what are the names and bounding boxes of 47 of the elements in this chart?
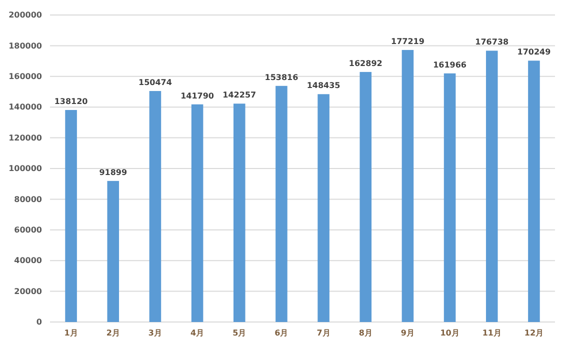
y-tick-label: 140000 bbox=[8, 102, 42, 112]
x-tick-label: 7月 bbox=[316, 328, 330, 338]
data-label: 150474 bbox=[138, 78, 172, 88]
data-label: 148435 bbox=[306, 81, 341, 90]
data-label: 142257 bbox=[222, 90, 256, 100]
x-tick-label: 11月 bbox=[482, 328, 502, 338]
bar bbox=[65, 110, 77, 322]
bar bbox=[402, 50, 414, 322]
y-tick-label: 60000 bbox=[14, 225, 42, 234]
x-tick-label: 8月 bbox=[358, 328, 372, 338]
bar bbox=[360, 72, 372, 322]
data-label: 177219 bbox=[391, 36, 425, 46]
data-label: 91899 bbox=[99, 168, 128, 177]
x-tick-label: 2月 bbox=[106, 328, 120, 338]
bar bbox=[528, 60, 540, 322]
data-label: 161966 bbox=[433, 60, 467, 70]
y-tick-label: 180000 bbox=[8, 41, 42, 50]
bar bbox=[444, 73, 456, 322]
x-tick-label: 9月 bbox=[400, 328, 414, 338]
x-tick-label: 6月 bbox=[274, 328, 288, 338]
bar bbox=[486, 50, 498, 322]
x-tick-label: 1月 bbox=[64, 328, 78, 338]
bar bbox=[149, 91, 162, 322]
bar bbox=[276, 86, 288, 322]
x-tick-label: 10月 bbox=[440, 328, 460, 338]
y-tick-label: 0 bbox=[36, 318, 42, 327]
y-tick-label: 200000 bbox=[8, 10, 42, 20]
data-label: 138120 bbox=[54, 96, 88, 106]
y-tick-label: 20000 bbox=[14, 286, 42, 296]
y-tick-label: 80000 bbox=[14, 194, 42, 204]
bar bbox=[107, 180, 120, 322]
x-tick-label: 4月 bbox=[190, 328, 204, 338]
y-tick-label: 160000 bbox=[8, 72, 42, 81]
x-tick-label: 12月 bbox=[524, 328, 544, 338]
x-tick-label: 5月 bbox=[232, 328, 246, 338]
data-label: 170249 bbox=[517, 48, 552, 57]
y-tick-label: 40000 bbox=[14, 256, 42, 266]
y-tick-label: 100000 bbox=[8, 164, 42, 174]
data-label: 162892 bbox=[348, 58, 382, 68]
data-label: 176738 bbox=[475, 38, 510, 47]
data-label: 153816 bbox=[264, 72, 299, 82]
y-tick-label: 120000 bbox=[8, 133, 42, 142]
bar bbox=[318, 94, 330, 322]
x-tick-label: 3月 bbox=[148, 328, 162, 338]
bar bbox=[233, 104, 246, 322]
data-label: 141790 bbox=[180, 91, 214, 100]
bar bbox=[191, 104, 204, 322]
